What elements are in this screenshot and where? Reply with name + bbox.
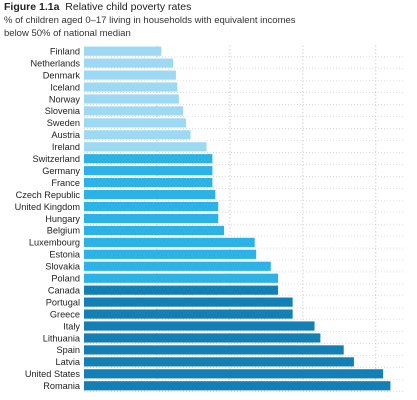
category-label: Portugal	[46, 297, 80, 307]
category-label: Slovakia	[45, 262, 81, 272]
bar-lithuania	[84, 333, 321, 343]
chart-title: Figure 1.1a Relative child poverty rates	[4, 1, 414, 14]
bar-switzerland	[84, 154, 213, 164]
bar-france	[84, 178, 213, 188]
bar-latvia	[84, 357, 354, 367]
bar-poland	[84, 273, 279, 283]
category-label: Luxembourg	[29, 238, 80, 248]
bar-greece	[84, 309, 293, 319]
category-label: Germany	[42, 166, 80, 176]
category-label: Ireland	[52, 142, 80, 152]
category-label: Slovenia	[45, 106, 81, 116]
category-label: Poland	[51, 274, 80, 284]
category-label: Hungary	[45, 214, 80, 224]
chart-subtitle-line-2: below 50% of national median	[4, 27, 131, 39]
bar-slovenia	[84, 106, 184, 116]
bar-ireland	[84, 142, 207, 152]
bar-iceland	[84, 82, 178, 92]
category-labels: Finland Netherlands Denmark Iceland Norway Sl…	[15, 46, 81, 391]
bar-netherlands	[84, 58, 174, 68]
category-label: Italy	[63, 321, 80, 331]
category-label: United States	[25, 369, 81, 379]
category-label: Romania	[43, 381, 81, 391]
bar-italy	[84, 321, 315, 331]
bar-finland	[84, 46, 162, 56]
bar-canada	[84, 285, 279, 295]
category-label: Estonia	[49, 250, 81, 260]
category-label: Netherlands	[30, 58, 80, 68]
bar-romania	[84, 381, 391, 391]
gridlines	[84, 45, 405, 393]
category-label: United Kingdom	[15, 202, 81, 212]
category-label: Sweden	[47, 118, 80, 128]
bar-portugal	[84, 297, 293, 307]
bars	[84, 46, 391, 391]
chart-subtitle-line-1: % of children aged 0–17 living in househ…	[4, 15, 296, 26]
chart-header: Figure 1.1a Relative child poverty rates…	[4, 0, 414, 39]
category-label: Belgium	[47, 226, 81, 236]
category-label: Greece	[50, 309, 80, 319]
category-label: Latvia	[55, 357, 80, 367]
bar-belgium	[84, 225, 225, 236]
category-label: Denmark	[43, 70, 81, 80]
bar-spain	[84, 345, 344, 355]
category-label: Switzerland	[33, 154, 81, 164]
bar-slovakia	[84, 261, 271, 271]
bar-united-kingdom	[84, 201, 219, 212]
category-label: Spain	[57, 345, 81, 355]
category-label: Iceland	[50, 82, 80, 92]
bar-czech-republic	[84, 189, 216, 200]
category-label: Czech Republic	[16, 190, 81, 200]
bar-norway	[84, 94, 179, 104]
bar-denmark	[84, 70, 176, 80]
category-label: Finland	[50, 46, 80, 56]
bar-united-states	[84, 369, 384, 379]
category-label: France	[51, 178, 80, 188]
bar-estonia	[84, 249, 257, 259]
category-label: Lithuania	[43, 333, 81, 343]
figure-label: Figure 1.1a	[4, 1, 60, 13]
bar-germany	[84, 166, 213, 176]
category-label: Canada	[48, 285, 81, 295]
bar-austria	[84, 130, 191, 140]
bar-luxembourg	[84, 237, 255, 247]
figure-title: Relative child poverty rates	[65, 1, 192, 13]
bar-sweden	[84, 118, 187, 128]
bar-hungary	[84, 213, 219, 224]
category-label: Norway	[49, 94, 81, 104]
category-label: Austria	[51, 130, 80, 140]
